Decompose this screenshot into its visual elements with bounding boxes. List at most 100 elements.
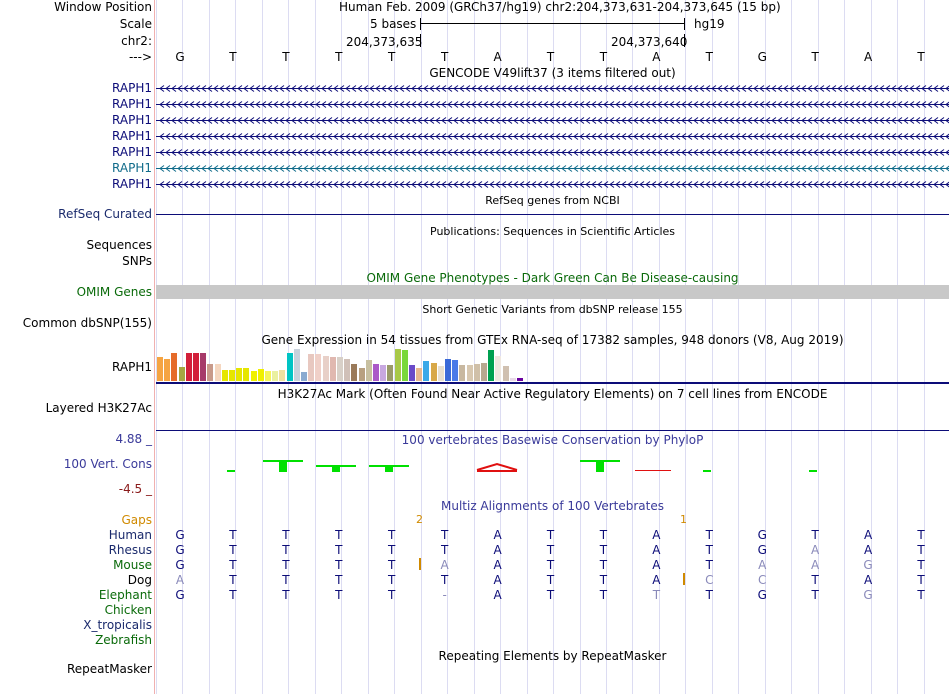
species-label[interactable]: Mouse xyxy=(113,558,152,572)
cons-track-title[interactable]: 100 vertebrates Basewise Conservation by… xyxy=(401,433,704,447)
gtex-tissue-bar[interactable] xyxy=(221,370,228,381)
gtex-tissue-bar[interactable] xyxy=(315,354,322,381)
multiz-track-title[interactable]: Multiz Alignments of 100 Vertebrates xyxy=(440,499,665,513)
gtex-tissue-bar[interactable] xyxy=(329,357,336,381)
gtex-tissue-bar[interactable] xyxy=(380,365,387,381)
gtex-tissue-bar[interactable] xyxy=(301,372,307,381)
gtex-tissue-bar[interactable] xyxy=(430,363,437,381)
chr-label: chr2: xyxy=(121,34,152,48)
gtex-tissue-bar[interactable] xyxy=(257,369,264,381)
gtex-tissue-bar[interactable] xyxy=(437,366,444,381)
gtex-tissue-bar[interactable] xyxy=(265,371,271,381)
dbsnp-label[interactable]: Common dbSNP(155) xyxy=(22,316,152,330)
gencode-gene-label[interactable]: RAPH1 xyxy=(112,161,152,175)
omim-track-title[interactable]: OMIM Gene Phenotypes - Dark Green Can Be… xyxy=(366,271,739,285)
gtex-tissue-bar[interactable] xyxy=(344,359,351,381)
gtex-tissue-bar[interactable] xyxy=(193,353,199,381)
gencode-gene-label[interactable]: RAPH1 xyxy=(112,145,152,159)
vert-cons-label[interactable]: 100 Vert. Cons xyxy=(63,457,152,471)
gtex-tissue-bar[interactable] xyxy=(207,364,214,381)
gencode-transcript-line[interactable] xyxy=(156,81,949,96)
gtex-tissue-bar[interactable] xyxy=(365,360,372,381)
h3k27ac-label[interactable]: Layered H3K27Ac xyxy=(45,401,152,415)
gtex-tissue-bar[interactable] xyxy=(164,359,171,381)
species-label[interactable]: Rhesus xyxy=(108,543,152,557)
gtex-tissue-bar[interactable] xyxy=(214,364,221,381)
gtex-gene-label[interactable]: RAPH1 xyxy=(112,360,152,374)
gencode-transcript-line[interactable] xyxy=(156,113,949,128)
gtex-tissue-bar[interactable] xyxy=(293,349,300,381)
publications-track-title[interactable]: Publications: Sequences in Scientific Ar… xyxy=(430,225,675,238)
gtex-tissue-bar[interactable] xyxy=(250,371,257,381)
omim-genes-label[interactable]: OMIM Genes xyxy=(76,285,152,299)
repeatmasker-label[interactable]: RepeatMasker xyxy=(66,662,152,676)
dbsnp-track-title[interactable]: Short Genetic Variants from dbSNP releas… xyxy=(422,303,683,316)
species-label[interactable]: X_tropicalis xyxy=(83,618,152,632)
gencode-transcript-line[interactable] xyxy=(156,97,949,112)
omim-gene-bar[interactable] xyxy=(156,285,949,299)
gtex-tissue-bar[interactable] xyxy=(481,363,487,381)
gencode-transcript-line[interactable] xyxy=(156,177,949,192)
gtex-tissue-bar[interactable] xyxy=(373,364,379,381)
gtex-tissue-bar[interactable] xyxy=(157,357,163,381)
gtex-tissue-bar[interactable] xyxy=(337,357,343,381)
gtex-track-title[interactable]: Gene Expression in 54 tissues from GTEx … xyxy=(261,333,844,347)
species-label[interactable]: Dog xyxy=(127,573,152,587)
gtex-tissue-bar[interactable] xyxy=(409,365,415,381)
gtex-tissue-bar[interactable] xyxy=(387,365,394,381)
gtex-tissue-bar[interactable] xyxy=(502,366,509,381)
gtex-tissue-bar[interactable] xyxy=(401,350,408,381)
gtex-tissue-bar[interactable] xyxy=(495,356,502,381)
gencode-gene-label[interactable]: RAPH1 xyxy=(112,97,152,111)
gtex-tissue-bar[interactable] xyxy=(229,370,235,381)
snps-label[interactable]: SNPs xyxy=(122,254,152,268)
gtex-tissue-bar[interactable] xyxy=(466,365,473,381)
gtex-tissue-bar[interactable] xyxy=(272,371,279,381)
gtex-tissue-bar[interactable] xyxy=(351,364,358,381)
gtex-tissue-bar[interactable] xyxy=(171,353,178,381)
gtex-tissue-bar[interactable] xyxy=(459,365,466,381)
gtex-tissue-bar[interactable] xyxy=(279,370,286,381)
gtex-tissue-bar[interactable] xyxy=(185,353,192,381)
gtex-tissue-bar[interactable] xyxy=(358,368,365,381)
grid-line xyxy=(368,0,369,694)
repeatmasker-track-title[interactable]: Repeating Elements by RepeatMasker xyxy=(438,649,667,663)
gtex-tissue-bar[interactable] xyxy=(178,367,185,381)
refseq-track-title[interactable]: RefSeq genes from NCBI xyxy=(485,194,620,207)
gtex-tissue-bar[interactable] xyxy=(509,378,516,381)
gencode-gene-label[interactable]: RAPH1 xyxy=(112,177,152,191)
gencode-transcript-line[interactable] xyxy=(156,161,949,176)
species-label[interactable]: Zebrafish xyxy=(95,633,152,647)
refseq-gene-line[interactable] xyxy=(156,214,949,215)
species-label[interactable]: Elephant xyxy=(98,588,152,602)
gencode-gene-label[interactable]: RAPH1 xyxy=(112,81,152,95)
gencode-track-title[interactable]: GENCODE V49lift37 (3 items filtered out) xyxy=(429,66,676,80)
gtex-tissue-bar[interactable] xyxy=(473,364,480,381)
gtex-tissue-bar[interactable] xyxy=(445,359,451,381)
base-letter: G xyxy=(757,50,767,64)
gtex-tissue-bar[interactable] xyxy=(286,353,293,381)
sequences-label[interactable]: Sequences xyxy=(86,238,152,252)
phylop-conservation-plot[interactable] xyxy=(155,455,950,480)
alignment-base: T xyxy=(282,528,290,542)
gtex-tissue-bar[interactable] xyxy=(322,356,329,381)
gtex-tissue-bar[interactable] xyxy=(452,360,459,381)
gtex-tissue-bar[interactable] xyxy=(243,368,250,381)
gtex-tissue-bar[interactable] xyxy=(517,378,523,381)
gtex-tissue-bar[interactable] xyxy=(488,350,495,381)
gencode-gene-label[interactable]: RAPH1 xyxy=(112,129,152,143)
alignment-base: A xyxy=(652,558,661,572)
gencode-transcript-line[interactable] xyxy=(156,129,949,144)
gtex-tissue-bar[interactable] xyxy=(236,368,243,381)
gtex-tissue-bar[interactable] xyxy=(416,368,423,381)
gtex-tissue-bar[interactable] xyxy=(423,361,430,381)
h3k27ac-track-title[interactable]: H3K27Ac Mark (Often Found Near Active Re… xyxy=(277,387,828,401)
gtex-tissue-bar[interactable] xyxy=(394,349,401,381)
gencode-transcript-line[interactable] xyxy=(156,145,949,160)
gtex-tissue-bar[interactable] xyxy=(200,353,207,381)
species-label[interactable]: Chicken xyxy=(104,603,152,617)
species-label[interactable]: Human xyxy=(108,528,152,542)
gencode-gene-label[interactable]: RAPH1 xyxy=(112,113,152,127)
refseq-curated-label[interactable]: RefSeq Curated xyxy=(58,207,152,221)
gtex-tissue-bar[interactable] xyxy=(308,354,315,381)
